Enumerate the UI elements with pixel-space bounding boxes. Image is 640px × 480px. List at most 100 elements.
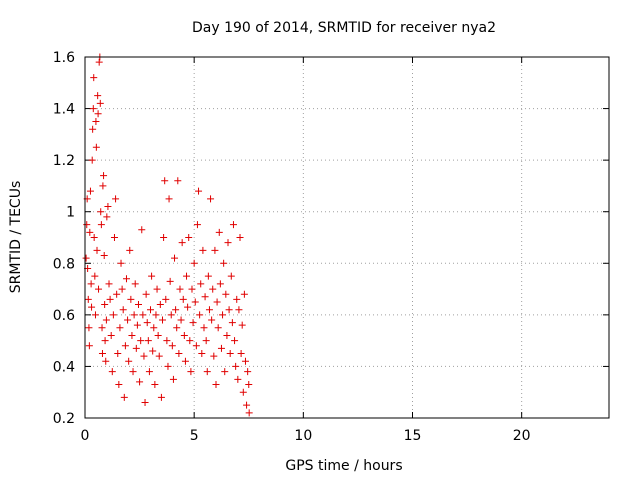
x-tick-label: 10 <box>294 428 312 444</box>
data-point <box>128 331 136 339</box>
data-point <box>136 378 144 386</box>
data-point <box>173 324 181 332</box>
data-point <box>129 368 137 376</box>
data-point <box>122 275 130 283</box>
data-point <box>177 316 185 324</box>
data-point <box>153 285 161 293</box>
data-point <box>144 337 152 345</box>
data-point <box>90 74 98 82</box>
x-tick-label: 15 <box>404 428 422 444</box>
data-point <box>121 342 129 350</box>
data-point <box>192 342 200 350</box>
data-point <box>229 221 237 229</box>
data-point <box>86 228 94 236</box>
data-point <box>243 401 251 409</box>
data-point <box>167 311 175 319</box>
data-point <box>185 234 193 241</box>
data-point <box>187 368 195 376</box>
y-tick-label: 0.4 <box>53 359 75 375</box>
data-point <box>191 298 199 306</box>
data-point <box>110 234 118 241</box>
data-point <box>221 368 229 376</box>
data-point <box>245 409 253 417</box>
data-point <box>224 239 232 247</box>
data-point <box>152 311 160 319</box>
data-point <box>245 380 253 388</box>
data-points <box>82 53 253 417</box>
data-point <box>127 295 135 303</box>
data-point <box>142 290 150 298</box>
data-point <box>137 337 145 345</box>
data-point <box>174 177 182 185</box>
data-point <box>188 285 196 293</box>
data-point <box>114 350 122 358</box>
data-point <box>91 311 99 319</box>
data-point <box>195 187 203 195</box>
data-point <box>214 324 222 332</box>
data-point <box>88 156 96 164</box>
data-point <box>85 324 93 332</box>
data-point <box>126 246 134 254</box>
data-point <box>213 298 221 306</box>
data-point <box>155 352 163 360</box>
data-point <box>234 375 242 383</box>
data-point <box>145 368 153 376</box>
data-point <box>91 272 99 280</box>
data-point <box>138 226 146 234</box>
data-point <box>93 246 101 254</box>
data-point <box>240 290 248 298</box>
data-point <box>139 311 147 319</box>
data-point <box>118 285 126 293</box>
data-point <box>84 295 92 303</box>
data-point <box>196 311 204 319</box>
data-point <box>164 362 172 370</box>
data-point <box>232 362 240 370</box>
data-point <box>98 350 106 358</box>
data-point <box>97 208 105 216</box>
y-tick-label: 1 <box>66 205 75 221</box>
data-point <box>212 380 220 388</box>
data-point <box>168 342 176 350</box>
data-point <box>228 319 236 327</box>
data-point <box>171 254 179 262</box>
data-point <box>157 393 165 401</box>
data-point <box>99 182 107 190</box>
data-point <box>154 331 162 339</box>
data-point <box>89 125 97 133</box>
data-point <box>89 105 97 113</box>
data-point <box>87 280 95 288</box>
data-point <box>94 92 102 100</box>
data-point <box>100 252 108 260</box>
data-point <box>86 187 94 195</box>
data-point <box>149 347 157 355</box>
data-point <box>178 239 186 247</box>
data-point <box>103 213 111 221</box>
data-point <box>199 246 207 254</box>
data-point <box>207 195 215 203</box>
data-point <box>180 331 188 339</box>
data-point <box>106 295 114 303</box>
data-point <box>109 311 117 319</box>
data-point <box>143 319 151 327</box>
data-point <box>119 306 127 314</box>
data-point <box>197 280 205 288</box>
data-point <box>120 393 128 401</box>
data-point <box>162 295 170 303</box>
data-point <box>209 285 217 293</box>
data-point <box>116 324 124 332</box>
data-point <box>233 295 241 303</box>
data-point <box>236 234 244 241</box>
data-point <box>108 368 116 376</box>
data-point <box>141 399 149 407</box>
plot-frame <box>84 56 610 419</box>
x-tick-label: 0 <box>81 428 90 444</box>
data-point <box>216 280 224 288</box>
data-point <box>151 380 159 388</box>
tick-labels: 0 5 10 15 20 0.2 0.4 0.6 0.8 1 1.2 1.4 1.6 <box>53 50 531 444</box>
data-point <box>184 303 192 311</box>
data-point <box>208 316 216 324</box>
x-tick-label: 5 <box>190 428 199 444</box>
data-point <box>166 277 174 285</box>
data-point <box>85 342 93 350</box>
